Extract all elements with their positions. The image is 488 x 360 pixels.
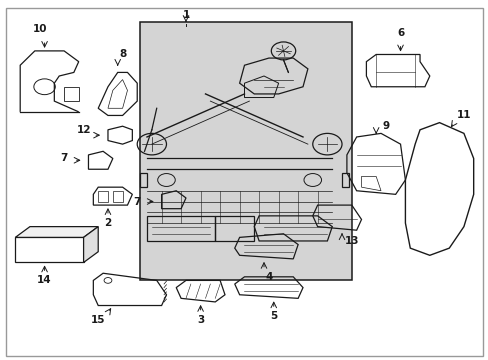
Text: 4: 4 [264,272,272,282]
Bar [140,22,351,280]
Text: 13: 13 [344,236,358,246]
Text: 15: 15 [91,315,105,325]
Text: 12: 12 [76,125,91,135]
Text: 11: 11 [456,111,470,121]
Text: 7: 7 [61,153,68,163]
Text: 14: 14 [37,275,52,285]
Text: 8: 8 [119,49,126,59]
Text: 9: 9 [382,121,388,131]
Text: 2: 2 [104,218,111,228]
Text: 5: 5 [269,311,277,321]
Polygon shape [15,226,98,237]
Polygon shape [83,226,98,262]
Text: 1: 1 [182,10,189,20]
Text: 7: 7 [133,197,141,207]
Text: 6: 6 [396,28,404,38]
Polygon shape [15,237,83,262]
Text: 10: 10 [32,24,47,35]
Text: 3: 3 [197,315,204,325]
